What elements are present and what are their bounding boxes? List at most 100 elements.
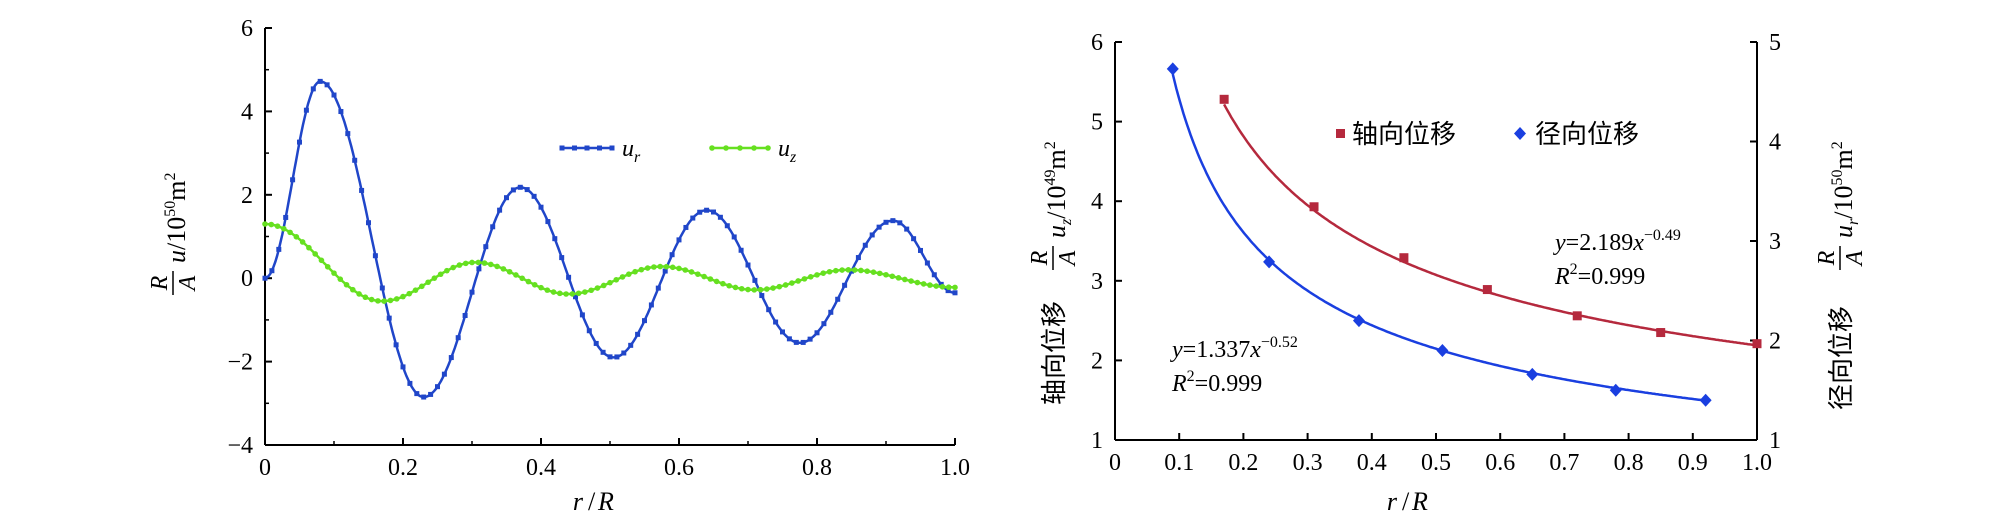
data-point-uz xyxy=(939,283,946,290)
left-series xyxy=(262,78,958,400)
right-right-y-axis-label: 径向位移 R A ur/1050m2 xyxy=(1814,141,1868,410)
data-point-uz xyxy=(425,279,431,286)
data-point-uz xyxy=(575,290,582,297)
data-point-ur xyxy=(448,355,454,361)
data-point-ur xyxy=(290,177,296,183)
data-point-uz xyxy=(619,274,626,280)
data-point-uz xyxy=(469,259,475,266)
data-point-uz xyxy=(876,270,883,277)
data-point-uz xyxy=(362,294,369,301)
data-point-uz xyxy=(456,262,463,268)
radial-data-point xyxy=(1699,393,1712,407)
data-point-uz xyxy=(707,276,714,282)
data-point-uz xyxy=(312,251,318,257)
data-point-uz xyxy=(393,296,400,302)
data-point-uz xyxy=(764,286,770,292)
data-point-ur xyxy=(655,285,661,291)
legend-marker-radial xyxy=(1514,127,1526,140)
data-point-ur xyxy=(635,331,641,337)
data-point-ur xyxy=(835,296,841,302)
data-point-uz xyxy=(519,275,525,282)
right-right-y-tick-label: 4 xyxy=(1769,130,1781,156)
data-point-uz xyxy=(757,286,764,293)
data-point-uz xyxy=(306,244,312,251)
data-point-ur xyxy=(676,237,682,243)
radial-data-point xyxy=(1526,367,1539,381)
axial-data-point xyxy=(1752,339,1762,349)
right-x-axis-label: r / R xyxy=(1387,487,1428,516)
right-legend: 轴向位移 径向位移 xyxy=(1336,120,1639,150)
right-ticks: 0 0.1 0.2 0.3 0.4 0.5 0.6 0.7 0.8 0.9 1.0123456123… xyxy=(1091,30,1781,476)
data-point-uz xyxy=(287,229,293,236)
data-point-ur xyxy=(283,214,289,220)
data-point-uz xyxy=(651,264,657,270)
data-point-ur xyxy=(504,195,509,201)
left-y-tick-label: 0 xyxy=(241,266,253,292)
data-point-ur xyxy=(745,262,751,268)
data-point-uz xyxy=(600,282,607,289)
data-point-uz xyxy=(274,223,281,229)
data-point-uz xyxy=(644,265,651,271)
data-point-ur xyxy=(628,342,634,348)
data-point-ur xyxy=(711,209,716,215)
data-point-uz xyxy=(807,273,814,280)
axial-data-point xyxy=(1656,328,1666,338)
data-point-uz xyxy=(299,239,306,245)
data-point-ur xyxy=(821,321,827,327)
data-point-ur xyxy=(359,187,365,193)
data-point-uz xyxy=(713,278,720,285)
data-point-ur xyxy=(780,329,785,335)
legend-marker xyxy=(559,145,565,151)
data-point-uz xyxy=(588,287,594,294)
data-point-uz xyxy=(870,269,877,275)
left-x-tick-label: 1.0 xyxy=(940,455,970,481)
left-axes xyxy=(264,28,955,446)
axial-data-point xyxy=(1572,311,1582,321)
data-point-ur xyxy=(759,293,765,299)
data-point-uz xyxy=(437,271,444,278)
data-point-ur xyxy=(559,255,565,261)
data-point-uz xyxy=(356,291,362,297)
svg-text:/: / xyxy=(588,487,596,516)
data-point-uz xyxy=(782,282,789,288)
data-point-uz xyxy=(726,282,732,289)
data-point-ur xyxy=(531,193,537,199)
data-point-ur xyxy=(297,139,302,145)
left-x-tick-label: 0.8 xyxy=(802,455,832,481)
data-point-uz xyxy=(488,261,494,268)
data-point-ur xyxy=(648,302,654,308)
data-point-ur xyxy=(869,232,875,238)
data-point-ur xyxy=(842,282,848,288)
data-point-ur xyxy=(352,157,358,163)
data-point-uz xyxy=(914,279,921,286)
svg-text:R: R xyxy=(147,275,173,291)
data-point-uz xyxy=(732,284,739,291)
data-point-uz xyxy=(701,273,707,280)
axial-data-point xyxy=(1309,202,1319,212)
data-point-ur xyxy=(552,236,558,242)
svg-text:A: A xyxy=(1842,250,1868,267)
data-point-uz xyxy=(657,263,663,270)
data-point-ur xyxy=(690,215,696,221)
data-point-ur xyxy=(911,236,917,242)
data-point-uz xyxy=(795,278,801,284)
data-point-uz xyxy=(544,287,551,293)
right-left-y-tick-label: 2 xyxy=(1091,348,1103,374)
data-point-ur xyxy=(731,234,737,240)
radial-data-point xyxy=(1352,314,1365,328)
data-point-ur xyxy=(952,290,958,296)
data-point-uz xyxy=(419,283,425,290)
data-point-ur xyxy=(579,312,585,318)
data-point-ur xyxy=(600,349,606,355)
left-x-axis-label: r / R xyxy=(573,487,614,516)
data-point-uz xyxy=(557,290,563,297)
right-x-tick-label: 0.3 xyxy=(1293,450,1323,476)
data-point-ur xyxy=(876,224,882,230)
data-point-uz xyxy=(431,275,438,281)
data-point-ur xyxy=(462,313,468,319)
svg-text:R: R xyxy=(1027,250,1053,266)
data-point-ur xyxy=(497,207,503,213)
data-point-ur xyxy=(483,244,489,250)
data-point-uz xyxy=(945,284,952,291)
right-right-y-tick-label: 1 xyxy=(1769,428,1781,454)
